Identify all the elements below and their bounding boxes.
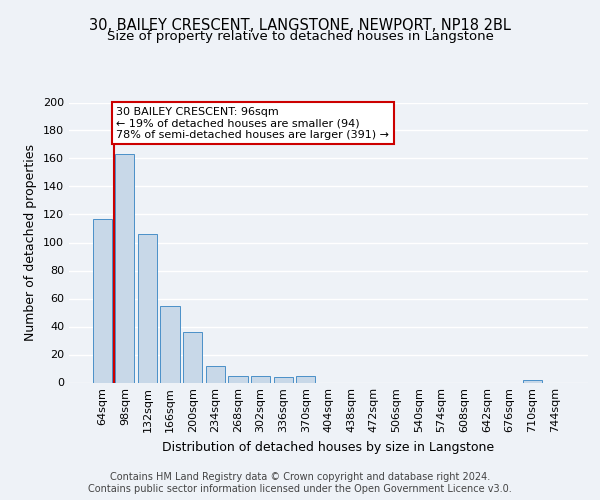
Bar [160,306,180,382]
X-axis label: Distribution of detached houses by size in Langstone: Distribution of detached houses by size … [163,441,494,454]
Text: Size of property relative to detached houses in Langstone: Size of property relative to detached ho… [107,30,493,43]
Text: 30 BAILEY CRESCENT: 96sqm
← 19% of detached houses are smaller (94)
78% of semi-: 30 BAILEY CRESCENT: 96sqm ← 19% of detac… [116,106,389,140]
Bar [115,154,134,382]
Bar [229,376,248,382]
Y-axis label: Number of detached properties: Number of detached properties [25,144,37,341]
Bar [251,376,270,382]
Bar [138,234,157,382]
Bar [206,366,225,382]
Bar [92,218,112,382]
Bar [523,380,542,382]
Text: Contains HM Land Registry data © Crown copyright and database right 2024.
Contai: Contains HM Land Registry data © Crown c… [88,472,512,494]
Bar [296,376,316,382]
Bar [183,332,202,382]
Text: 30, BAILEY CRESCENT, LANGSTONE, NEWPORT, NP18 2BL: 30, BAILEY CRESCENT, LANGSTONE, NEWPORT,… [89,18,511,32]
Bar [274,377,293,382]
